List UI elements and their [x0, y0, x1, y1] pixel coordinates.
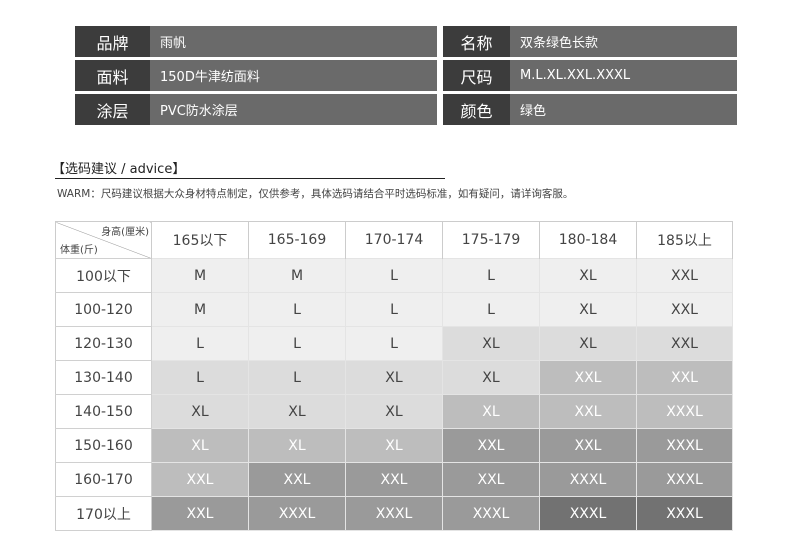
- size-cell: XXXL: [636, 462, 733, 497]
- size-table: 身高(厘米) 体重(斤) 165以下 165-169 170-174 175-179 18…: [55, 221, 733, 531]
- info-row: 名称 双条绿色长款: [443, 26, 737, 57]
- size-cell: XXL: [442, 462, 540, 497]
- size-cell: XXXL: [539, 462, 637, 497]
- info-label: 名称: [443, 26, 510, 57]
- size-cell: XXL: [636, 360, 733, 395]
- size-cell: XXL: [151, 496, 249, 531]
- size-cell: XXL: [539, 428, 637, 463]
- corner-header: 身高(厘米) 体重(斤): [55, 221, 152, 259]
- info-row: 涂层 PVC防水涂层: [75, 94, 437, 125]
- warm-note: WARM：尺码建议根据大众身材特点制定，仅供参考，具体选码请结合平时选码标准，如…: [57, 188, 574, 200]
- size-cell: XXXL: [636, 428, 733, 463]
- info-label: 尺码: [443, 60, 510, 91]
- height-header: 180-184: [539, 221, 637, 259]
- size-cell: XXL: [345, 462, 443, 497]
- size-cell: L: [345, 326, 443, 361]
- info-value: 双条绿色长款: [520, 36, 599, 51]
- weight-header: 160-170: [55, 462, 152, 497]
- size-cell: XL: [248, 428, 346, 463]
- size-cell: XL: [345, 394, 443, 429]
- size-cell: L: [248, 326, 346, 361]
- advice-title: 【选码建议 / advice】: [52, 162, 186, 177]
- table-row: 140-150 XL XL XL XL XXL XXXL: [55, 394, 733, 429]
- height-header: 175-179: [442, 221, 540, 259]
- size-cell: XXL: [442, 428, 540, 463]
- height-header: 185以上: [636, 221, 733, 259]
- weight-header: 140-150: [55, 394, 152, 429]
- size-cell: M: [151, 292, 249, 327]
- divider: [55, 178, 445, 179]
- table-row: 170以上 XXL XXXL XXXL XXXL XXXL XXXL: [55, 496, 733, 531]
- info-value: 绿色: [520, 104, 547, 119]
- info-label: 品牌: [75, 26, 150, 57]
- size-cell: XXL: [248, 462, 346, 497]
- size-cell: XL: [151, 428, 249, 463]
- weight-header: 100-120: [55, 292, 152, 327]
- info-row: 颜色 绿色: [443, 94, 737, 125]
- size-cell: XL: [442, 394, 540, 429]
- weight-header: 130-140: [55, 360, 152, 395]
- size-cell: M: [248, 258, 346, 293]
- table-row: 100-120 M L L L XL XXL: [55, 292, 733, 327]
- size-cell: XXXL: [636, 496, 733, 531]
- size-cell: XL: [539, 258, 637, 293]
- height-header: 170-174: [345, 221, 443, 259]
- info-value: 雨帆: [160, 36, 187, 51]
- size-cell: XL: [539, 326, 637, 361]
- size-cell: XL: [539, 292, 637, 327]
- info-value: 150D牛津纺面料: [160, 70, 260, 85]
- size-cell: L: [345, 258, 443, 293]
- info-row: 品牌 雨帆: [75, 26, 437, 57]
- size-cell: L: [345, 292, 443, 327]
- info-value: PVC防水涂层: [160, 104, 238, 119]
- weight-axis-label: 体重(斤): [60, 245, 98, 256]
- size-cell: XXL: [636, 258, 733, 293]
- info-row: 尺码 M.L.XL.XXL.XXXL: [443, 60, 737, 91]
- weight-header: 100以下: [55, 258, 152, 293]
- table-row: 160-170 XXL XXL XXL XXL XXXL XXXL: [55, 462, 733, 497]
- info-label: 颜色: [443, 94, 510, 125]
- info-value: M.L.XL.XXL.XXXL: [520, 68, 631, 83]
- size-cell: XXXL: [539, 496, 637, 531]
- size-cell: XXXL: [442, 496, 540, 531]
- weight-header: 150-160: [55, 428, 152, 463]
- size-cell: M: [151, 258, 249, 293]
- size-cell: XL: [345, 360, 443, 395]
- size-cell: XL: [151, 394, 249, 429]
- table-row: 120-130 L L L XL XL XXL: [55, 326, 733, 361]
- size-cell: XXL: [151, 462, 249, 497]
- height-axis-label: 身高(厘米): [101, 227, 149, 238]
- info-label: 面料: [75, 60, 150, 91]
- size-cell: L: [151, 326, 249, 361]
- info-label: 涂层: [75, 94, 150, 125]
- size-cell: XXL: [636, 292, 733, 327]
- size-cell: XXL: [539, 394, 637, 429]
- size-cell: XXL: [636, 326, 733, 361]
- size-cell: L: [248, 292, 346, 327]
- size-cell: XXL: [539, 360, 637, 395]
- size-cell: XXXL: [636, 394, 733, 429]
- size-cell: XL: [248, 394, 346, 429]
- size-cell: XL: [442, 326, 540, 361]
- height-header: 165-169: [248, 221, 346, 259]
- size-cell: XL: [345, 428, 443, 463]
- size-cell: XL: [442, 360, 540, 395]
- info-row: 面料 150D牛津纺面料: [75, 60, 437, 91]
- size-cell: L: [442, 292, 540, 327]
- size-cell: XXXL: [345, 496, 443, 531]
- size-cell: XXXL: [248, 496, 346, 531]
- table-row: 100以下 M M L L XL XXL: [55, 258, 733, 293]
- weight-header: 170以上: [55, 496, 152, 531]
- size-cell: L: [248, 360, 346, 395]
- size-cell: L: [151, 360, 249, 395]
- weight-header: 120-130: [55, 326, 152, 361]
- height-header: 165以下: [151, 221, 249, 259]
- table-row: 130-140 L L XL XL XXL XXL: [55, 360, 733, 395]
- table-row: 150-160 XL XL XL XXL XXL XXXL: [55, 428, 733, 463]
- size-cell: L: [442, 258, 540, 293]
